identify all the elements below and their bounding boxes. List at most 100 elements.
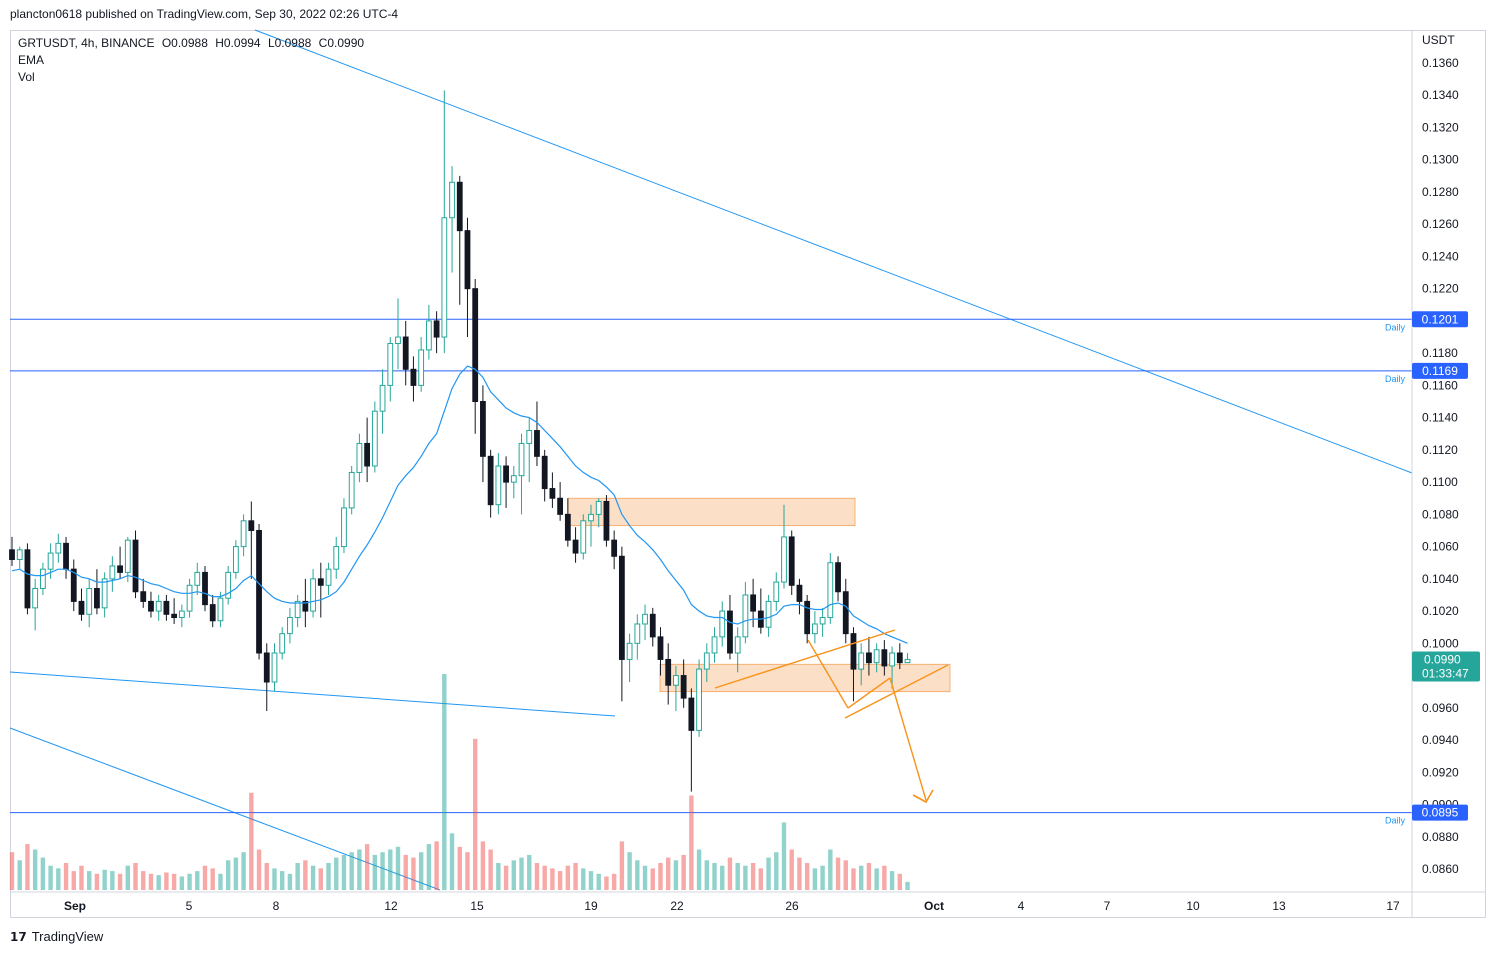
legend: GRTUSDT, 4h, BINANCE O0.0988 H0.0994 L0.… xyxy=(18,35,368,86)
candle-body xyxy=(24,549,31,609)
volume-bar xyxy=(264,863,269,890)
volume-bar xyxy=(195,871,200,890)
price-tick-label: 0.1080 xyxy=(1422,507,1459,521)
candle-body xyxy=(86,588,93,615)
candle-body xyxy=(155,600,162,612)
volume-bar xyxy=(573,863,578,890)
candle-body xyxy=(132,539,139,593)
volume-bar xyxy=(750,863,756,890)
price-tick-label: 0.1300 xyxy=(1422,153,1459,167)
volume-bar xyxy=(442,674,447,890)
volume-bar xyxy=(272,868,277,890)
candle-body xyxy=(240,520,247,548)
volume-bar xyxy=(63,863,69,890)
volume-bar xyxy=(542,865,547,890)
pattern-line xyxy=(889,677,927,801)
candle-body xyxy=(287,617,293,635)
legend-ema[interactable]: EMA xyxy=(18,53,45,67)
candle-body xyxy=(750,594,757,612)
candle-body xyxy=(850,633,857,670)
volume-bar xyxy=(141,871,146,890)
time-tick-label: 4 xyxy=(1018,899,1025,913)
candle-body xyxy=(781,536,787,583)
volume-bar xyxy=(635,860,640,890)
candle-body xyxy=(202,571,208,606)
price-axis-unit: USDT xyxy=(1422,33,1455,47)
candle-body xyxy=(534,430,540,457)
candle-body xyxy=(186,584,193,612)
candle-body xyxy=(788,536,795,586)
volume-bar xyxy=(388,849,393,890)
volume-bar xyxy=(380,852,385,890)
candle-body xyxy=(588,513,594,522)
legend-symbol[interactable]: GRTUSDT, 4h, BINANCE xyxy=(18,36,155,50)
price-tick-label: 0.1240 xyxy=(1422,249,1459,263)
candle-body xyxy=(518,442,525,477)
volume-bar xyxy=(681,854,686,890)
volume-bar xyxy=(866,863,872,890)
candle-body xyxy=(140,591,147,602)
volume-bar xyxy=(249,792,254,890)
candle-body xyxy=(364,442,371,467)
trendlines-layer xyxy=(9,29,1413,891)
volume-bar xyxy=(156,875,161,890)
level-price-tag xyxy=(1412,362,1468,379)
price-tick-label: 0.1020 xyxy=(1422,604,1459,618)
candle-body xyxy=(618,555,625,660)
candle-body xyxy=(256,529,262,654)
time-tick-label: Oct xyxy=(924,899,944,913)
time-tick-label: 15 xyxy=(470,899,484,913)
volume-bar xyxy=(341,854,347,890)
volume-bar xyxy=(87,871,92,890)
volume-bar xyxy=(48,865,53,890)
candle-body xyxy=(387,342,394,386)
volume-bar xyxy=(550,868,555,890)
candle-body xyxy=(472,288,479,403)
candle-body xyxy=(70,568,77,602)
volume-bar xyxy=(17,860,22,890)
price-tick-label: 0.1120 xyxy=(1422,443,1458,457)
candle-body xyxy=(418,349,425,386)
volume-bar xyxy=(326,863,331,890)
candle-body xyxy=(611,539,618,557)
candle-body xyxy=(232,546,239,573)
candle-body xyxy=(109,565,116,580)
volume-bar xyxy=(496,863,501,890)
footer-brand[interactable]: 𝟭𝟳 TradingView xyxy=(10,929,103,944)
candle-body xyxy=(294,600,301,619)
volume-bar xyxy=(225,860,231,890)
volume-bar xyxy=(411,857,416,890)
time-tick-label: 19 xyxy=(584,899,598,913)
price-tick-label: 0.0960 xyxy=(1422,701,1459,715)
volume-bar xyxy=(789,849,794,890)
candle-body xyxy=(194,571,201,586)
candle-body xyxy=(773,581,780,602)
volume-bar xyxy=(897,873,902,890)
candle-body xyxy=(804,600,811,635)
legend-low: L0.0988 xyxy=(267,36,312,50)
candle-body xyxy=(271,652,278,683)
legend-volume[interactable]: Vol xyxy=(18,70,35,84)
volume-bar xyxy=(581,868,586,890)
volume-bar xyxy=(604,876,609,890)
volume-bar xyxy=(712,863,717,890)
volume-bar xyxy=(611,873,617,890)
candle-body xyxy=(541,455,548,490)
price-tick-label: 0.1220 xyxy=(1422,282,1459,296)
candle-body xyxy=(873,649,880,664)
volume-bar xyxy=(882,865,887,890)
candle-body xyxy=(302,600,309,612)
candle-body xyxy=(341,507,347,548)
volume-bar xyxy=(473,738,478,890)
volume-bar xyxy=(79,865,84,890)
pattern-layer xyxy=(714,629,949,804)
candle-body xyxy=(124,539,131,573)
candle-body xyxy=(665,658,672,686)
candle-body xyxy=(657,636,664,660)
volume-bar xyxy=(511,860,516,890)
candle-body xyxy=(889,652,895,667)
volume-layer xyxy=(9,674,910,890)
candle-body xyxy=(63,542,69,570)
